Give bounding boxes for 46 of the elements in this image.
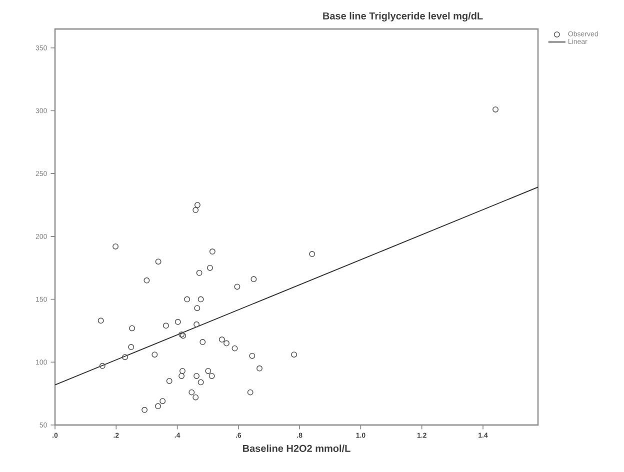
point	[492, 106, 499, 112]
point	[152, 352, 158, 358]
chart-title: Base line Triglyceride level mg/dL	[323, 12, 483, 22]
point	[291, 352, 298, 358]
point	[200, 339, 206, 346]
point	[205, 368, 212, 374]
point	[142, 406, 148, 413]
point	[174, 318, 181, 325]
point	[247, 389, 254, 396]
point	[256, 365, 263, 372]
x-axis-title: Baseline H2O2 mmol/L	[242, 444, 350, 452]
point	[250, 276, 257, 282]
point	[196, 270, 202, 276]
point	[192, 394, 199, 400]
point	[184, 296, 190, 302]
point	[160, 398, 166, 404]
point	[198, 296, 204, 302]
point	[194, 305, 200, 312]
point	[178, 372, 185, 379]
point	[309, 251, 316, 258]
point	[129, 325, 136, 332]
point	[218, 336, 225, 343]
point	[198, 379, 204, 386]
point	[249, 352, 256, 359]
point	[98, 318, 104, 324]
point	[208, 372, 215, 379]
point	[144, 277, 150, 284]
point	[188, 389, 195, 396]
point	[99, 362, 106, 369]
point	[224, 340, 230, 346]
point	[234, 284, 240, 290]
point	[166, 378, 172, 384]
point	[194, 372, 200, 379]
point	[155, 258, 162, 265]
point	[162, 322, 169, 329]
point	[128, 344, 134, 350]
point	[112, 243, 119, 250]
point	[155, 403, 162, 410]
point	[194, 202, 200, 208]
point	[232, 345, 238, 352]
point	[209, 248, 216, 255]
point	[194, 321, 200, 328]
point	[179, 368, 186, 374]
point	[122, 354, 128, 360]
point	[206, 264, 213, 271]
point	[192, 207, 199, 214]
